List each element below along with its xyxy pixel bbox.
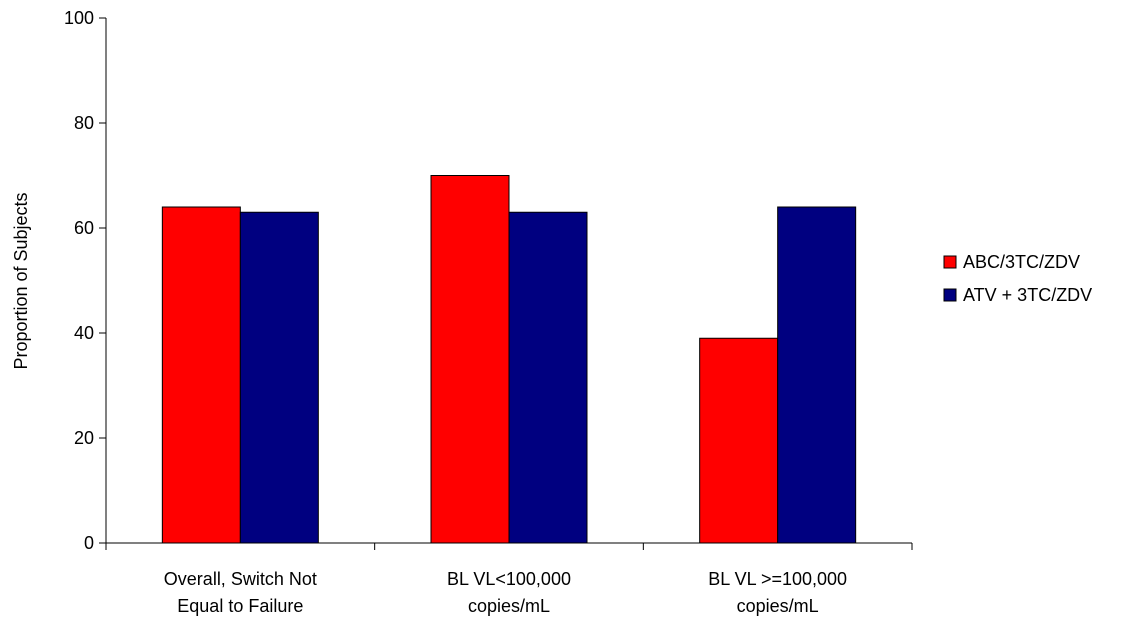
legend: ABC/3TC/ZDV ATV + 3TC/ZDV <box>943 252 1092 305</box>
bar <box>430 175 510 544</box>
bar <box>508 211 588 544</box>
legend-swatch <box>943 255 957 269</box>
y-tick-label: 100 <box>64 8 94 28</box>
y-tick-label: 80 <box>74 113 94 133</box>
y-tick-label: 60 <box>74 218 94 238</box>
y-tick-label: 40 <box>74 323 94 343</box>
plot-area: 0 20 40 60 80 100 Overall, Switch Not Equal to … <box>64 8 913 616</box>
legend-label: ATV + 3TC/ZDV <box>963 285 1092 305</box>
x-category-label: BL VL >=100,000 copies/mL <box>708 569 847 616</box>
bar <box>161 206 241 544</box>
x-category-label: BL VL<100,000 copies/mL <box>447 569 571 616</box>
y-tick-label: 0 <box>84 533 94 553</box>
legend-swatch <box>943 288 957 302</box>
y-axis-title: Proportion of Subjects <box>11 192 31 369</box>
bar <box>239 211 319 544</box>
y-tick-label: 20 <box>74 428 94 448</box>
bar <box>699 337 779 544</box>
bar <box>777 206 857 544</box>
legend-label: ABC/3TC/ZDV <box>963 252 1080 272</box>
x-category-label: Overall, Switch Not Equal to Failure <box>164 569 317 616</box>
